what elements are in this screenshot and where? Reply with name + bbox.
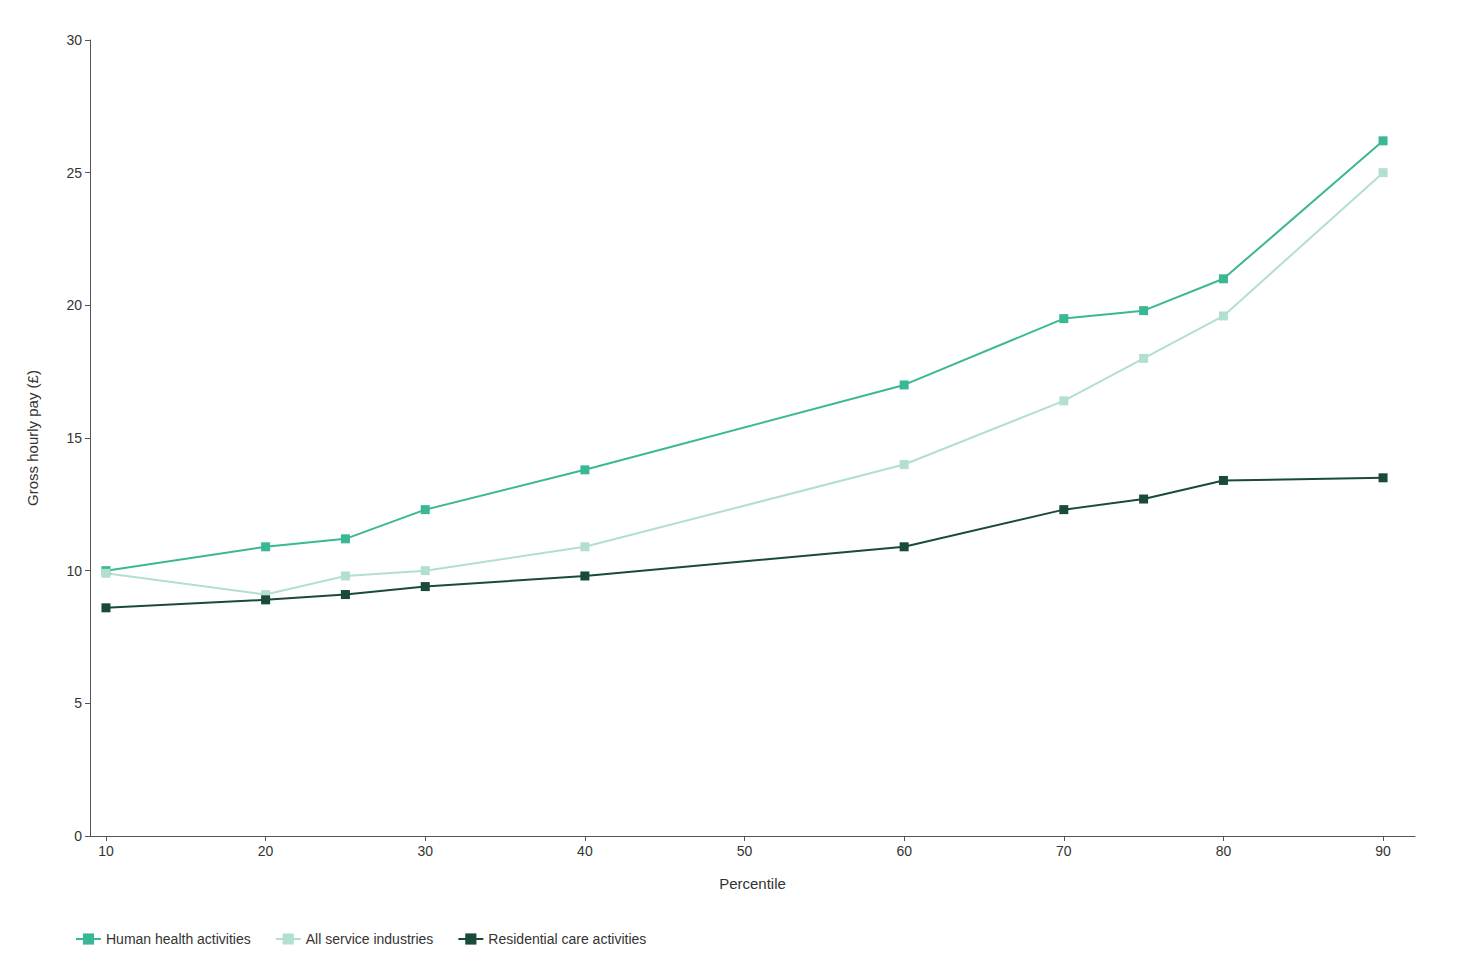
svg-text:15: 15 (66, 430, 82, 446)
svg-text:20: 20 (66, 297, 82, 313)
svg-text:20: 20 (258, 843, 274, 859)
svg-text:Gross hourly pay (£): Gross hourly pay (£) (24, 370, 41, 506)
svg-text:Residential care activities: Residential care activities (488, 931, 646, 947)
svg-text:All service industries: All service industries (306, 931, 434, 947)
svg-text:10: 10 (66, 563, 82, 579)
svg-text:10: 10 (98, 843, 114, 859)
svg-text:60: 60 (896, 843, 912, 859)
svg-text:0: 0 (74, 828, 82, 844)
svg-text:80: 80 (1216, 843, 1232, 859)
svg-text:Percentile: Percentile (719, 875, 786, 892)
svg-text:50: 50 (737, 843, 753, 859)
svg-text:90: 90 (1375, 843, 1391, 859)
svg-text:40: 40 (577, 843, 593, 859)
svg-text:5: 5 (74, 695, 82, 711)
svg-text:Human health activities: Human health activities (106, 931, 251, 947)
svg-text:30: 30 (417, 843, 433, 859)
svg-text:25: 25 (66, 165, 82, 181)
svg-text:70: 70 (1056, 843, 1072, 859)
svg-text:30: 30 (66, 32, 82, 48)
